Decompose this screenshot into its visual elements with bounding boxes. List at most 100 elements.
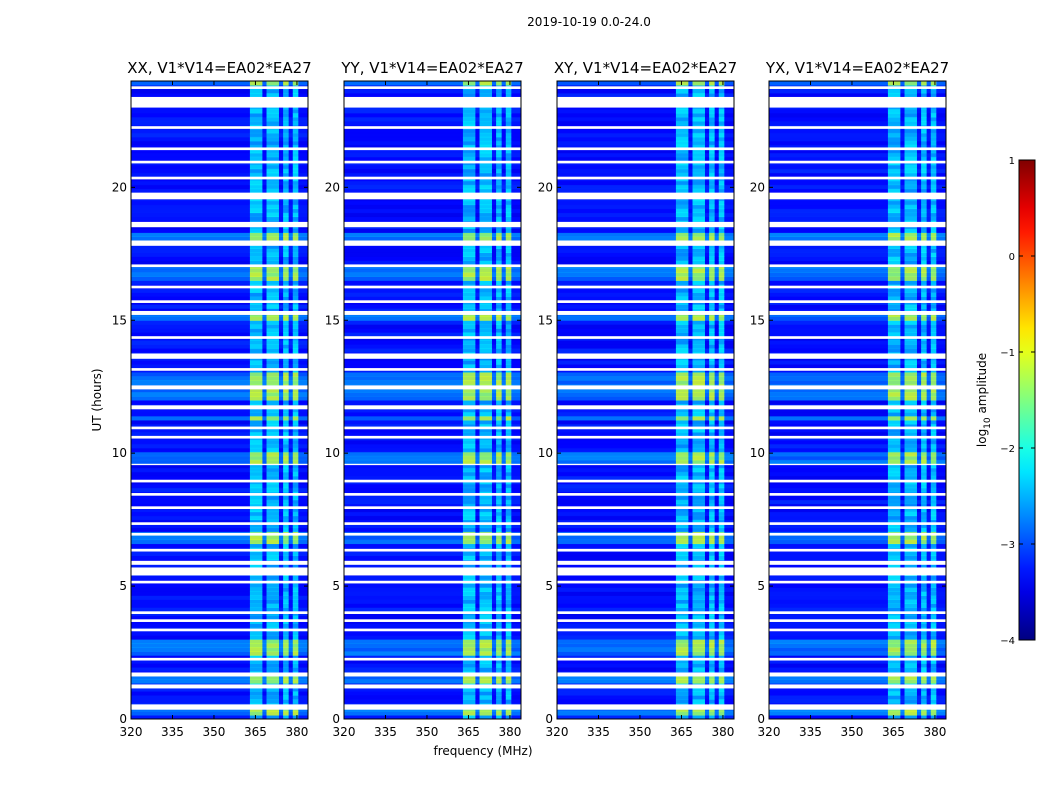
rfi-channel-cell xyxy=(887,208,901,214)
rfi-channel-cell xyxy=(479,647,492,652)
rfi-channel-cell xyxy=(904,519,917,525)
rfi-channel-cell xyxy=(887,515,901,521)
rfi-channel-cell xyxy=(904,679,917,684)
rfi-channel-cell xyxy=(283,128,289,134)
rfi-channel-cell xyxy=(709,691,715,696)
rfi-channel-cell xyxy=(709,180,715,186)
rfi-channel-cell xyxy=(292,503,299,509)
rfi-channel-cell xyxy=(718,280,725,285)
rfi-channel-cell xyxy=(692,515,705,521)
rfi-channel-cell xyxy=(292,563,299,568)
rfi-channel-cell xyxy=(904,372,917,377)
colorbar-tick-label: −3 xyxy=(1000,540,1015,551)
rfi-channel-cell xyxy=(887,228,901,234)
rfi-channel-cell xyxy=(930,675,937,680)
rfi-channel-cell xyxy=(718,595,725,600)
rfi-channel-cell xyxy=(904,423,917,429)
rfi-channel-cell xyxy=(887,288,901,293)
rfi-channel-cell xyxy=(692,396,705,401)
rfi-channel-cell xyxy=(930,248,937,253)
rfi-channel-cell xyxy=(904,407,917,413)
rfi-channel-cell xyxy=(921,631,927,636)
rfi-channel-cell xyxy=(930,228,937,234)
heatmap-row xyxy=(557,679,734,684)
heatmap-row xyxy=(131,603,308,608)
heatmap-row xyxy=(344,515,521,521)
rfi-channel-cell xyxy=(675,495,689,501)
rfi-channel-cell xyxy=(709,272,715,277)
heatmap-row xyxy=(131,172,308,178)
rfi-channel-cell xyxy=(675,679,689,684)
rfi-channel-cell xyxy=(904,503,917,509)
rfi-channel-cell xyxy=(904,447,917,453)
heatmap-row xyxy=(344,360,521,365)
heatmap-row xyxy=(769,168,946,174)
heatmap-row xyxy=(557,587,734,592)
rfi-channel-cell xyxy=(266,543,279,549)
rfi-channel-cell xyxy=(462,388,476,393)
rfi-channel-cell xyxy=(718,92,725,98)
rfi-channel-cell xyxy=(505,635,512,640)
rfi-channel-cell xyxy=(496,487,502,493)
heatmap-row xyxy=(769,272,946,277)
rfi-channel-cell xyxy=(479,515,492,521)
rfi-channel-cell xyxy=(292,296,299,301)
rfi-channel-cell xyxy=(292,236,299,241)
rfi-channel-cell xyxy=(292,447,299,453)
rfi-channel-cell xyxy=(496,443,502,449)
rfi-channel-cell xyxy=(718,112,725,118)
rfi-channel-cell xyxy=(887,400,901,405)
rfi-channel-cell xyxy=(904,459,917,465)
y-tick-label: 15 xyxy=(325,313,340,327)
heatmap-row xyxy=(344,244,521,249)
rfi-channel-cell xyxy=(283,88,289,94)
rfi-channel-cell xyxy=(505,507,512,513)
heatmap-row xyxy=(344,380,521,385)
flagged-time-range xyxy=(557,264,734,268)
rfi-channel-cell xyxy=(718,268,725,273)
rfi-channel-cell xyxy=(496,272,502,277)
heatmap-row xyxy=(557,304,734,309)
rfi-channel-cell xyxy=(675,280,689,285)
rfi-channel-cell xyxy=(283,443,289,449)
panel-frame xyxy=(556,80,735,720)
rfi-channel-cell xyxy=(709,595,715,600)
rfi-channel-cell xyxy=(904,360,917,365)
rfi-channel-cell xyxy=(718,587,725,592)
rfi-channel-cell xyxy=(505,699,512,704)
rfi-channel-cell xyxy=(887,116,901,122)
rfi-channel-cell xyxy=(887,292,901,297)
rfi-channel-cell xyxy=(709,487,715,493)
y-tick-label: 5 xyxy=(757,579,765,593)
rfi-channel-cell xyxy=(718,236,725,241)
rfi-channel-cell xyxy=(249,340,263,345)
heatmap-row xyxy=(344,328,521,333)
rfi-channel-cell xyxy=(266,411,279,417)
rfi-channel-cell xyxy=(692,156,705,162)
heatmap-row xyxy=(131,184,308,190)
heatmap-row xyxy=(344,168,521,174)
rfi-channel-cell xyxy=(249,455,263,461)
rfi-channel-cell xyxy=(283,140,289,146)
rfi-channel-cell xyxy=(675,663,689,668)
heatmap-row xyxy=(131,288,308,293)
heatmap-row xyxy=(557,463,734,469)
heatmap-row xyxy=(131,396,308,401)
rfi-channel-cell xyxy=(887,575,901,580)
rfi-channel-cell xyxy=(904,583,917,588)
rfi-channel-cell xyxy=(930,168,937,174)
rfi-channel-cell xyxy=(292,116,299,122)
heatmap-row xyxy=(769,292,946,297)
heatmap-row xyxy=(769,527,946,533)
rfi-channel-cell xyxy=(692,360,705,365)
rfi-channel-cell xyxy=(266,288,279,293)
rfi-channel-cell xyxy=(505,583,512,588)
rfi-channel-cell xyxy=(292,216,299,222)
flagged-time-range xyxy=(131,672,308,677)
rfi-channel-cell xyxy=(283,340,289,345)
rfi-channel-cell xyxy=(692,471,705,477)
rfi-channel-cell xyxy=(505,711,512,716)
flagged-time-range xyxy=(131,493,308,496)
rfi-channel-cell xyxy=(283,236,289,241)
rfi-channel-cell xyxy=(692,443,705,449)
